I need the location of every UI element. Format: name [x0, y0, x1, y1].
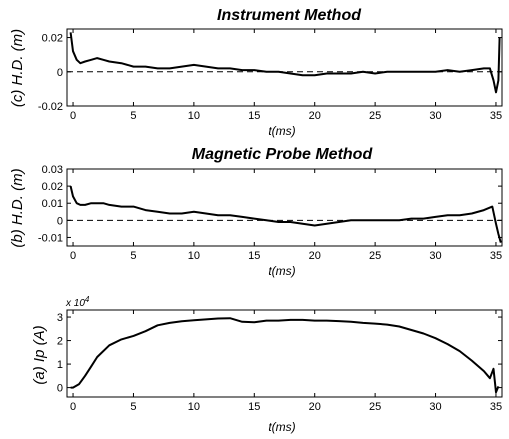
x-tick-label: 20	[309, 250, 321, 262]
x-axis-label: t(ms)	[268, 420, 295, 434]
y-tick-label: 0.01	[42, 198, 63, 210]
x-tick-label: 15	[248, 250, 260, 262]
x-tick-label: 0	[70, 401, 76, 413]
axis-ticks: 0 5 10 15 20 25 30 35 -0.02 0 0.02	[38, 29, 502, 122]
chart-panel-instrument: 0 5 10 15 20 25 30 35 -0.02 0 0.02	[38, 28, 503, 122]
x-tick-label: 0	[70, 250, 76, 262]
plot-frame	[66, 28, 503, 107]
axis-ticks: 0 5 10 15 20 25 30 35 0 1 2 3	[57, 310, 502, 413]
y-tick-label: 0	[57, 383, 63, 395]
x-tick-label: 5	[130, 401, 136, 413]
chart-panel-magnetic-probe: 0 5 10 15 20 25 30 35 -0.01 0 0.01 0.02 0.03	[38, 164, 503, 262]
chart-title-instrument: Instrument Method	[217, 7, 362, 24]
x-tick-label: 0	[70, 110, 76, 122]
x-tick-label: 25	[369, 401, 381, 413]
x-tick-label: 35	[490, 250, 502, 262]
plot-area	[70, 317, 500, 394]
y-axis-label: (a) Ip (A)	[31, 325, 48, 384]
x-tick-label: 25	[369, 250, 381, 262]
x-tick-label: 20	[309, 401, 321, 413]
x-tick-label: 25	[369, 110, 381, 122]
plot-frame	[66, 309, 503, 398]
x-axis-label: t(ms)	[268, 264, 295, 278]
y-tick-label: 1	[57, 359, 63, 371]
chart-title-magnetic-probe: Magnetic Probe Method	[192, 146, 374, 163]
x-tick-label: 10	[188, 110, 200, 122]
y-tick-label: 0	[57, 67, 63, 79]
y-tick-label: -0.01	[38, 232, 63, 244]
plot-area	[67, 185, 502, 243]
x-tick-label: 5	[130, 110, 136, 122]
x-tick-label: 30	[429, 250, 441, 262]
x-tick-label: 35	[490, 401, 502, 413]
y-axis-label: (c) H.D. (m)	[9, 29, 26, 107]
y-scale-multiplier: x 104	[65, 295, 90, 309]
y-tick-label: 0.03	[42, 164, 63, 176]
x-tick-label: 15	[248, 401, 260, 413]
x-tick-label: 30	[429, 110, 441, 122]
x-axis-label: t(ms)	[268, 124, 295, 138]
y-tick-label: 3	[57, 312, 63, 324]
y-tick-label: 0.02	[42, 33, 63, 45]
x-tick-label: 5	[130, 250, 136, 262]
x-tick-label: 35	[490, 110, 502, 122]
scale-exponent: 4	[85, 295, 90, 304]
series-line	[70, 317, 500, 394]
y-tick-label: -0.02	[38, 101, 63, 113]
y-axis-label: (b) H.D. (m)	[9, 168, 26, 247]
plot-area	[67, 32, 502, 94]
x-tick-label: 20	[309, 110, 321, 122]
x-tick-label: 15	[248, 110, 260, 122]
y-tick-label: 0.02	[42, 181, 63, 193]
y-tick-label: 2	[57, 336, 63, 348]
x-tick-label: 10	[188, 401, 200, 413]
series-line	[69, 32, 501, 94]
scale-label: x 10	[65, 298, 85, 309]
x-tick-label: 10	[188, 250, 200, 262]
x-tick-label: 30	[429, 401, 441, 413]
series-line	[69, 185, 502, 243]
y-tick-label: 0	[57, 215, 63, 227]
chart-panel-plasma-current: 0 5 10 15 20 25 30 35 0 1 2 3	[57, 309, 503, 413]
